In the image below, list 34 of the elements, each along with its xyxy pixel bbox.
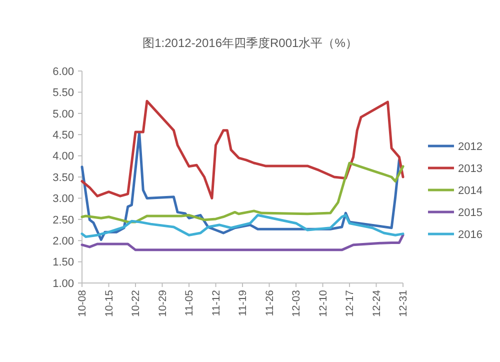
y-tick-label: 6.00: [52, 66, 74, 78]
y-tick-label: 5.50: [52, 87, 74, 100]
x-tick-label: 10-15: [103, 290, 116, 317]
y-tick-label: 5.00: [52, 108, 74, 120]
legend-label: 2012: [458, 140, 482, 153]
x-tick-label: 11-19: [237, 290, 250, 316]
chart-title: 图1:2012-2016年四季度R001水平（%）: [142, 36, 358, 50]
x-tick-label: 10-29: [156, 290, 169, 317]
x-tick-label: 10-08: [76, 290, 89, 317]
legend-label: 2015: [458, 206, 482, 219]
y-tick-label: 2.50: [52, 214, 74, 226]
x-tick-label: 12-31: [398, 290, 410, 317]
x-tick-label: 12-17: [344, 290, 356, 317]
x-tick-label: 12-24: [370, 290, 383, 317]
x-tick-label: 11-05: [184, 290, 196, 316]
legend-label: 2014: [458, 184, 482, 197]
x-tick-label: 12-10: [317, 290, 330, 317]
x-tick-label: 10-22: [130, 290, 142, 317]
line-series: [80, 214, 404, 238]
y-tick-label: 4.00: [52, 150, 74, 163]
x-tick-label: 12-03: [290, 290, 303, 317]
legend-label: 2016: [458, 228, 482, 241]
line-series: [80, 162, 404, 224]
y-tick-label: 1.00: [52, 278, 74, 290]
y-tick-label: 3.00: [52, 193, 74, 206]
x-tick-label: 11-12: [210, 290, 222, 316]
y-tick-label: 4.50: [52, 129, 74, 142]
line-series: [80, 234, 404, 252]
y-tick-label: 3.50: [52, 172, 74, 184]
legend-label: 2013: [458, 162, 482, 175]
x-tick-label: 11-26: [264, 290, 276, 316]
y-tick-label: 1.50: [52, 256, 74, 269]
y-tick-label: 2.00: [52, 235, 74, 248]
line-series: [80, 100, 404, 200]
